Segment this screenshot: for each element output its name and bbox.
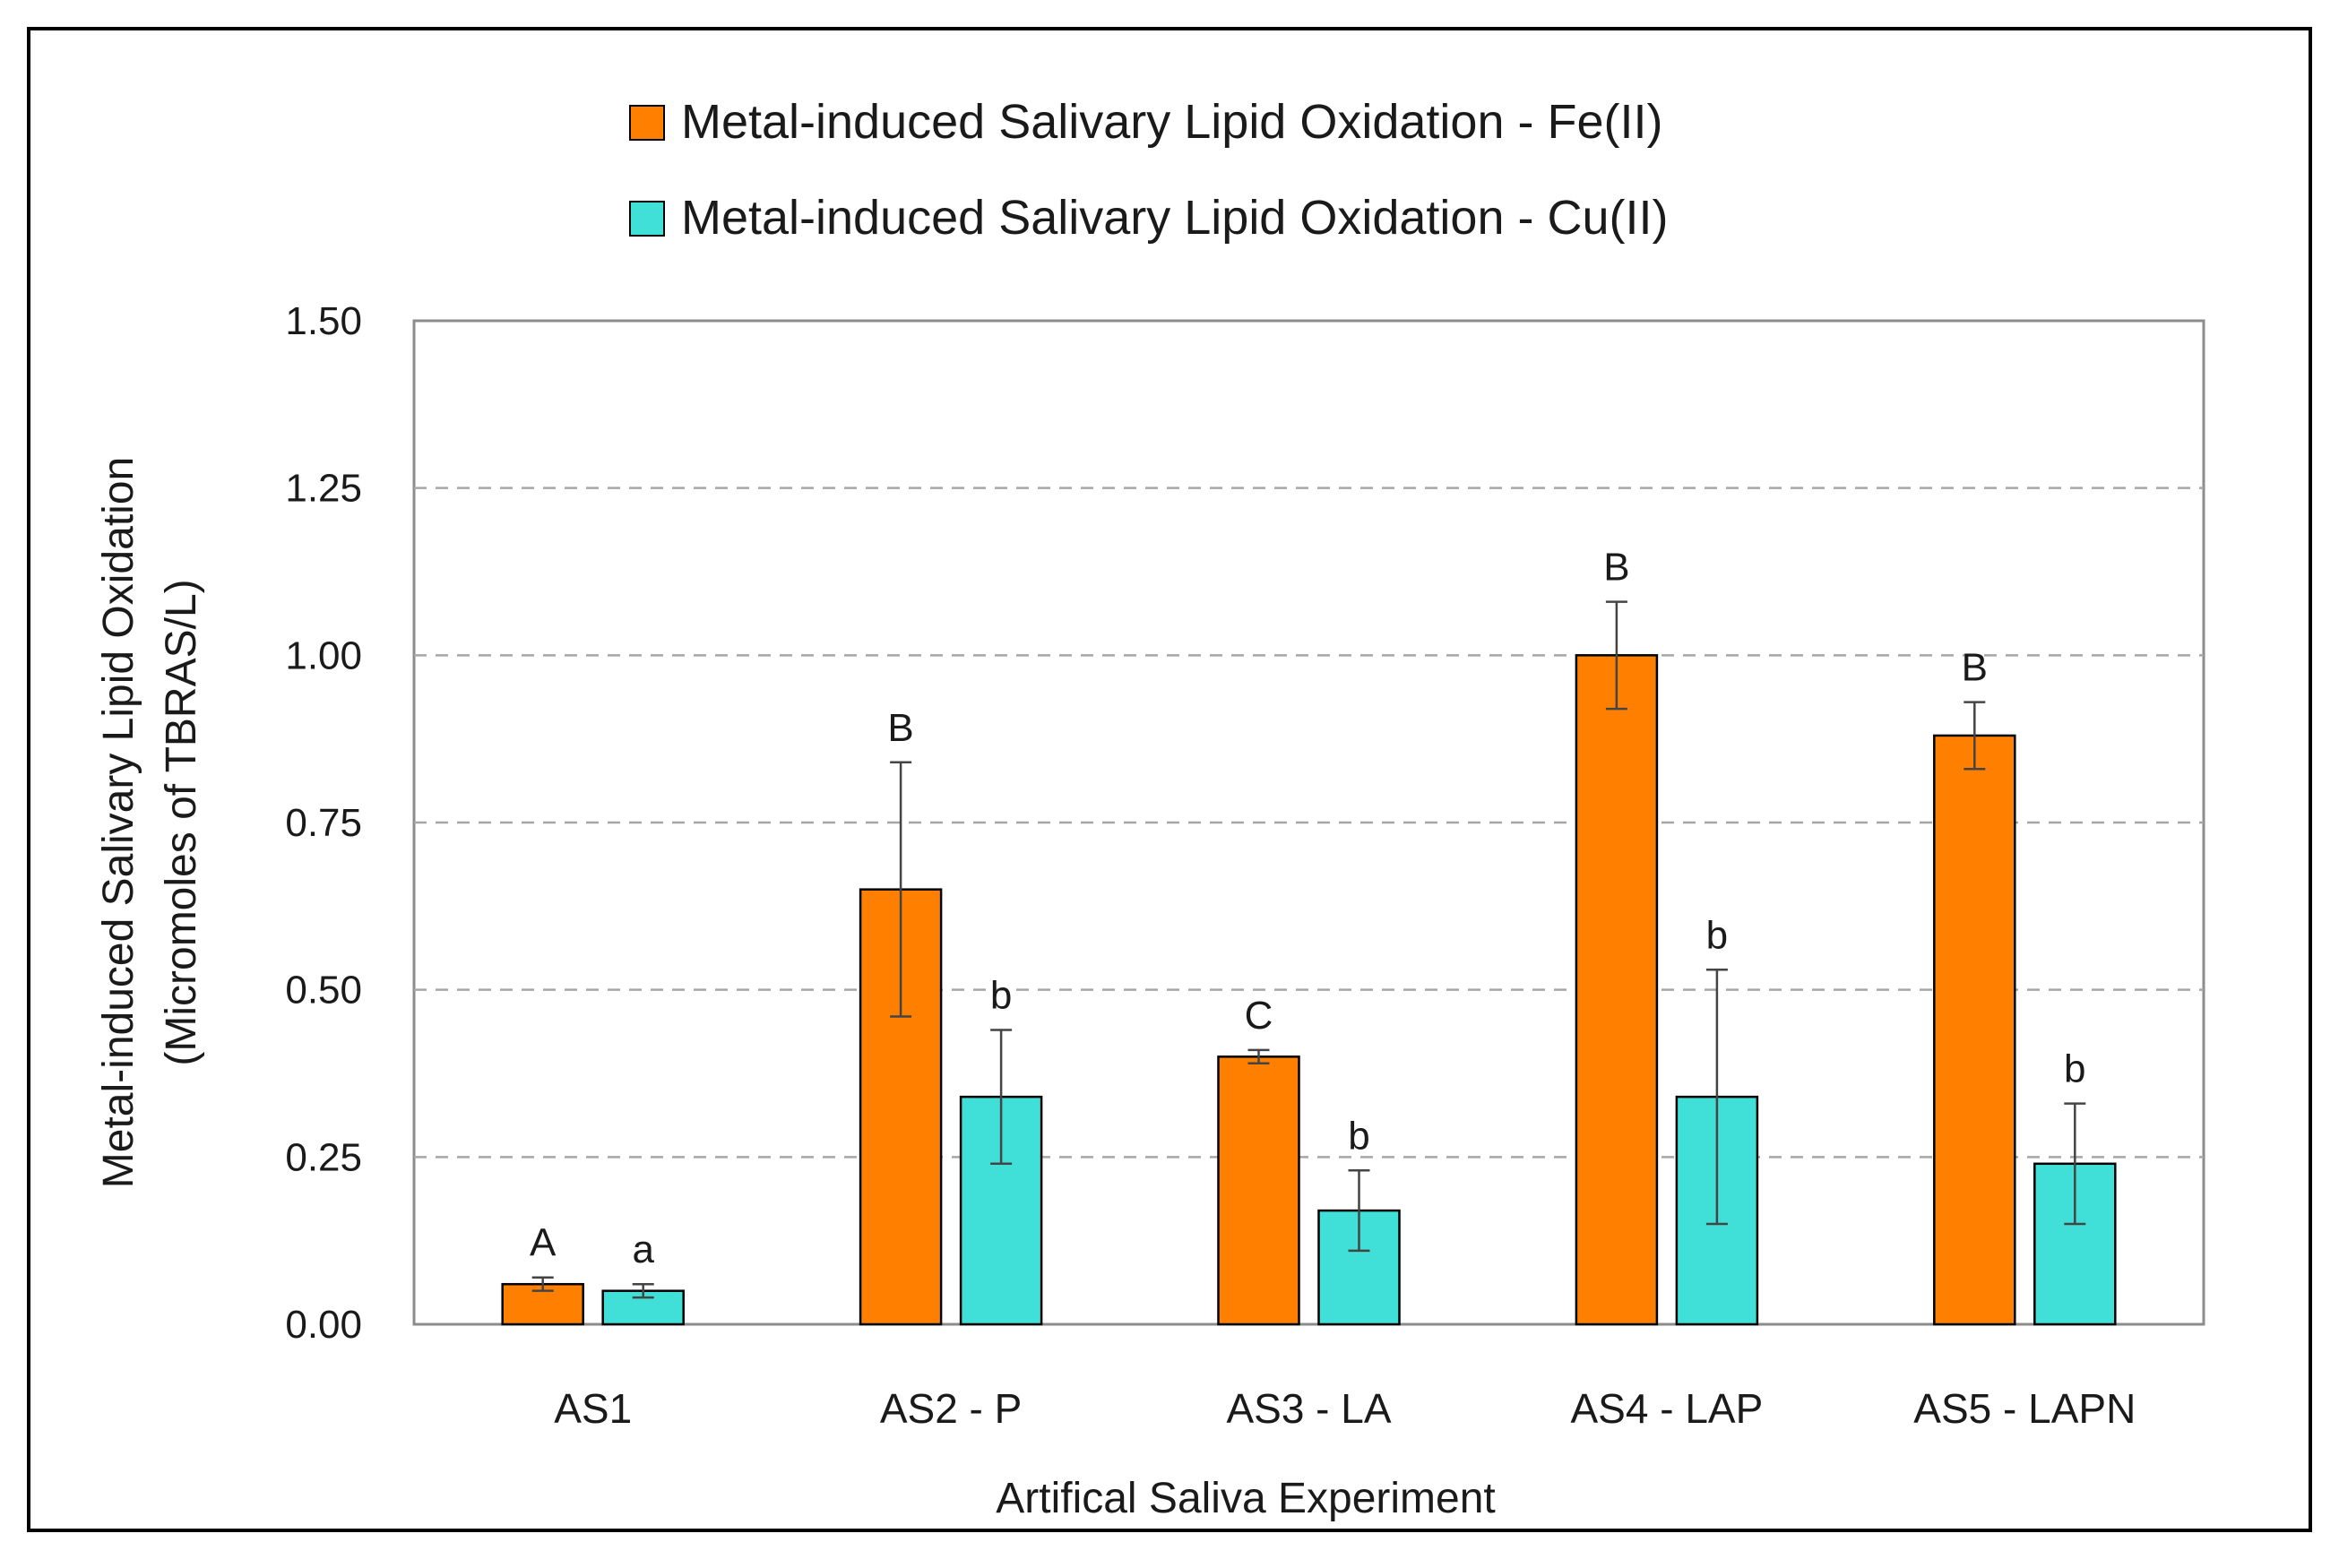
x-category-label: AS4 - LAP	[1571, 1385, 1764, 1432]
x-axis-categories: AS1 AS2 - P AS3 - LA AS4 - LAP AS5 - LAPN	[554, 1385, 2136, 1432]
y-tick-label: 1.25	[285, 467, 362, 511]
significance-label: b	[1706, 913, 1728, 957]
x-category-label: AS1	[554, 1385, 632, 1432]
significance-label: b	[1348, 1114, 1369, 1158]
significance-label: B	[1962, 646, 1988, 690]
y-axis-title-line1: Metal-induced Salivary Lipid Oxidation	[95, 457, 142, 1188]
y-tick-label: 1.50	[285, 299, 362, 343]
legend-swatch-cu	[629, 201, 665, 237]
legend: Metal-induced Salivary Lipid Oxidation -…	[629, 95, 1668, 245]
significance-label: B	[1603, 546, 1629, 590]
bar	[1575, 654, 1659, 1326]
bar	[859, 888, 943, 1326]
significance-label: C	[1245, 994, 1273, 1038]
y-tick-label: 0.00	[285, 1303, 362, 1347]
x-axis-title: Artifical Saliva Experiment	[996, 1475, 1496, 1522]
legend-label-cu: Metal-induced Salivary Lipid Oxidation -…	[681, 191, 1668, 245]
significance-label: A	[530, 1221, 557, 1265]
bar	[1933, 734, 2016, 1326]
y-tick-label: 0.50	[285, 969, 362, 1012]
significance-label: B	[887, 706, 913, 750]
y-tick-label: 0.25	[285, 1135, 362, 1179]
significance-label: a	[632, 1228, 654, 1271]
y-axis-ticks: 0.00 0.25 0.50 0.75 1.00 1.25 1.50	[285, 299, 362, 1347]
x-category-label: AS3 - LA	[1226, 1385, 1391, 1432]
significance-label: b	[990, 973, 1012, 1017]
y-axis-title-line2: (Micromoles of TBRAS/L)	[158, 579, 205, 1065]
legend-label-fe: Metal-induced Salivary Lipid Oxidation -…	[681, 95, 1662, 149]
y-tick-label: 1.00	[285, 633, 362, 677]
y-axis-title-group: Metal-induced Salivary Lipid Oxidation (…	[95, 457, 205, 1188]
legend-swatch-fe	[629, 105, 665, 141]
y-tick-label: 0.75	[285, 801, 362, 845]
x-category-label: AS2 - P	[880, 1385, 1023, 1432]
x-category-label: AS5 - LAPN	[1913, 1385, 2136, 1432]
significance-label: b	[2064, 1047, 2085, 1091]
chart-frame	[27, 27, 2312, 1532]
error-bars	[531, 600, 2086, 1299]
gridlines	[414, 487, 2204, 1159]
bar	[1217, 1055, 1300, 1326]
